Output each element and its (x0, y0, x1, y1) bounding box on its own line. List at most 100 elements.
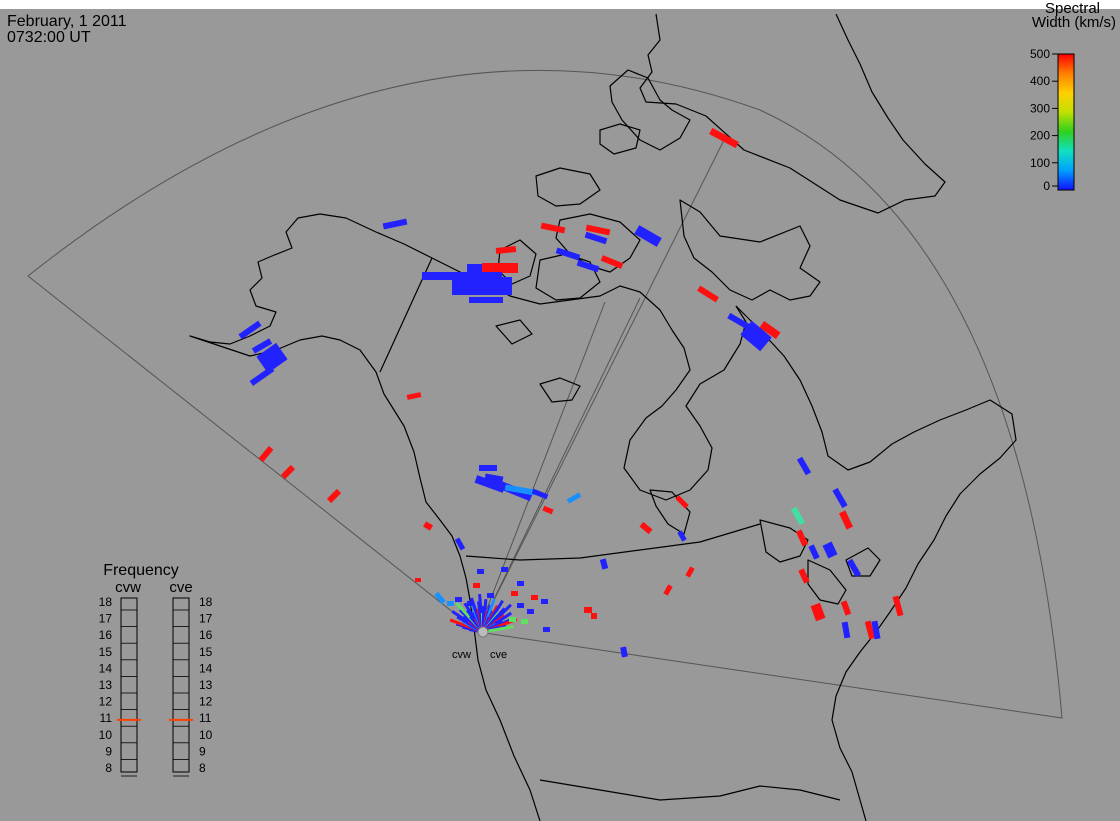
frequency-scale-label: 8 (105, 761, 112, 775)
frequency-panel: Frequency cvw cve 1817161514131211109818… (99, 562, 213, 777)
scatter-bin (527, 609, 534, 614)
scatter-bin (727, 312, 753, 332)
scatter-bin (585, 224, 611, 236)
greenland-outline (639, 13, 946, 214)
plot-time: 0732:00 UT (7, 29, 91, 46)
great-lakes (759, 519, 881, 605)
scatter-bin (541, 599, 548, 604)
scatter-bin (501, 567, 508, 572)
radar-site-markers: cvw cve (452, 626, 507, 661)
frequency-scale-label: 17 (199, 612, 213, 626)
scatter-bin (600, 255, 624, 269)
scatter-bin (517, 581, 524, 586)
colorbar-tick-label: 300 (1030, 101, 1050, 115)
colorbar-tick-label: 100 (1030, 156, 1050, 170)
scatter-bin (406, 392, 422, 400)
scatter-bin (620, 646, 628, 658)
southampton-island (539, 377, 581, 403)
scatter-bin (477, 569, 484, 574)
radar-site-label-cve: cve (490, 649, 507, 661)
scatter-bin (871, 620, 881, 640)
alaska-outline (189, 213, 433, 395)
scatter-bin (796, 456, 812, 476)
scatter-bin (832, 487, 848, 509)
frequency-scale-label: 10 (99, 728, 113, 742)
scatter-bin (447, 601, 454, 606)
scatter-bin (452, 277, 512, 295)
scatter-bin (576, 259, 600, 273)
scatter-bin (473, 583, 480, 588)
frequency-scale-label: 17 (99, 612, 113, 626)
scatter-bin (415, 578, 421, 582)
scatter-bin (840, 600, 852, 616)
color-scale: Spectral Width (km/s) 500 400 300 200 100 0 (1030, 0, 1116, 193)
frequency-scale-label: 12 (99, 695, 113, 709)
hudson-bay (623, 305, 747, 501)
frequency-scale-label: 9 (105, 744, 112, 758)
scatter-bin (482, 263, 518, 273)
colorbar-tick-label: 400 (1030, 74, 1050, 88)
scatter-bin (892, 595, 904, 617)
scatter-bin (540, 222, 566, 234)
scatter-bin (584, 607, 592, 613)
arctic-archipelago-1 (535, 167, 601, 207)
scatter-bin (258, 445, 274, 463)
colorbar-ticks: 500 400 300 200 100 0 (1030, 47, 1058, 193)
frequency-scale-label: 18 (99, 595, 113, 609)
scatter-bin (697, 285, 719, 303)
colorbar-tick-label: 200 (1030, 129, 1050, 143)
colorbar-title-line1: Spectral (1045, 0, 1100, 17)
frequency-scale-label: 13 (199, 678, 213, 692)
scatter-bin (864, 620, 876, 640)
scatter-bin (511, 591, 518, 596)
scatter-bin (639, 521, 653, 535)
scatter-bin (808, 544, 820, 560)
scatter-bin (280, 464, 296, 480)
west-coast (383, 393, 541, 821)
scatter-bin (517, 603, 524, 608)
scatter-bin (434, 591, 446, 605)
frequency-scale-label: 14 (199, 661, 213, 675)
frequency-scale-label: 16 (99, 628, 113, 642)
baffin-outline (679, 199, 821, 301)
scatter-bin (422, 272, 502, 280)
frequency-radar-label-cvw: cvw (115, 579, 141, 596)
scatter-bin (542, 505, 554, 515)
scatter-bin (455, 597, 462, 602)
scatter-bin (249, 366, 275, 386)
scatter-bin (256, 342, 288, 374)
frequency-scale-label: 8 (199, 761, 206, 775)
scatter-bin (599, 558, 609, 570)
scatter-bin (479, 465, 497, 471)
scatter-bin (822, 541, 838, 559)
scatter-bin (795, 529, 809, 547)
frequency-scale-box (120, 597, 138, 773)
scatter-bin (798, 568, 810, 584)
scatter-bin (423, 521, 433, 531)
scatter-bin (521, 619, 528, 624)
scatter-bin (591, 613, 597, 619)
colorbar-tick-label: 0 (1043, 179, 1050, 193)
scatter-bin (555, 247, 581, 261)
scatter-bin (740, 320, 772, 352)
labrador-coast (735, 305, 1017, 821)
ellesmere-outline (609, 69, 691, 151)
scatter-bin (685, 566, 695, 578)
scatter-bin (584, 231, 608, 245)
beam-lines (477, 135, 727, 633)
scatter-bin (810, 602, 826, 622)
scatter-bin (841, 621, 851, 639)
scatter-bin (709, 127, 739, 149)
plot-date: February, 1 2011 (7, 13, 127, 30)
scatter-bin (566, 492, 582, 504)
scatter-bin (509, 617, 516, 622)
frequency-radar-label-cve: cve (169, 579, 192, 596)
radar-site-label-cvw: cvw (452, 649, 471, 661)
frequency-scale-label: 10 (199, 728, 213, 742)
frequency-scale-label: 18 (199, 595, 213, 609)
scatter-bin (454, 537, 466, 551)
scatter-bin (251, 338, 273, 354)
scatter-bin (382, 218, 408, 230)
radar-site-marker (477, 626, 489, 638)
